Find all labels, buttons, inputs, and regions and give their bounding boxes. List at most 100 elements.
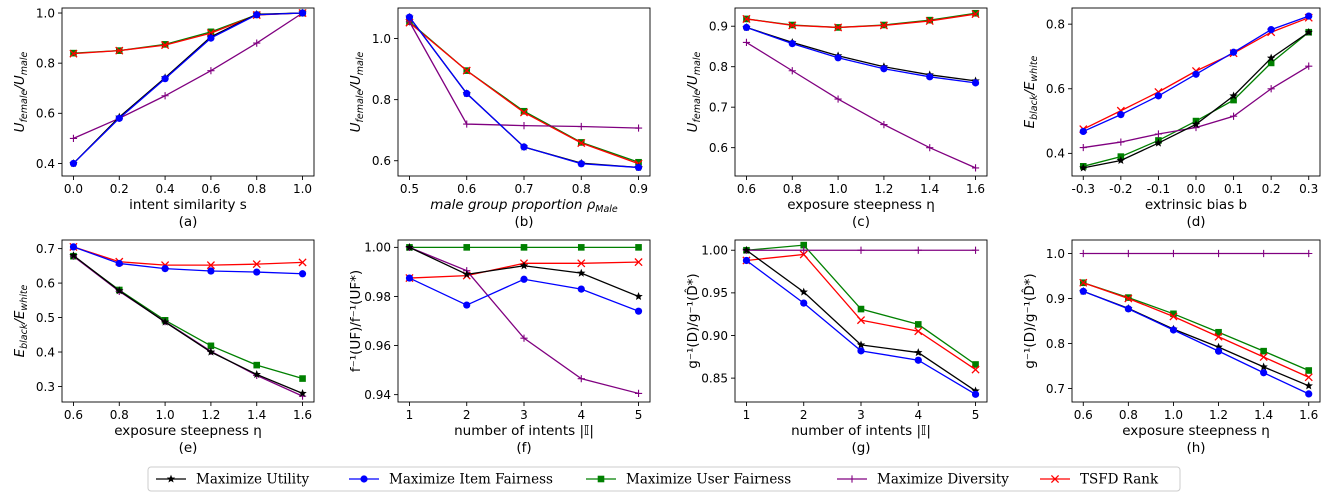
x-axis-label: extrinsic bias b — [1145, 197, 1247, 213]
data-point — [1229, 48, 1238, 56]
data-point — [1304, 27, 1313, 36]
y-tick-label: 0.4 — [36, 345, 55, 359]
data-point — [742, 14, 751, 23]
legend-marker — [1050, 474, 1060, 484]
series-utility — [1079, 286, 1313, 390]
data-point — [161, 92, 169, 100]
series-line — [73, 255, 303, 380]
series-line — [73, 12, 303, 139]
data-point — [1170, 310, 1177, 318]
data-point — [742, 38, 751, 47]
x-tick-label: 2 — [800, 408, 808, 422]
data-point — [1267, 59, 1275, 67]
data-point — [115, 46, 124, 55]
data-point — [926, 73, 934, 81]
data-point — [1124, 249, 1132, 258]
series-diversity — [742, 38, 980, 172]
data-point — [1230, 96, 1237, 104]
data-point — [1124, 305, 1132, 313]
y-tick-label: 0.9 — [1046, 292, 1065, 306]
data-point — [971, 390, 980, 398]
y-tick-label: 0.8 — [36, 56, 55, 70]
data-point — [880, 120, 888, 129]
data-point — [1259, 362, 1268, 371]
data-point — [405, 274, 414, 282]
series-line — [1083, 65, 1310, 149]
data-point — [1304, 373, 1313, 382]
x-tick-label: 0.9 — [629, 182, 648, 196]
data-point — [880, 65, 888, 73]
data-point — [634, 163, 643, 172]
data-point — [1214, 249, 1223, 258]
y-tick-label: 0.6 — [709, 141, 728, 155]
data-point — [463, 120, 471, 128]
data-point — [742, 23, 751, 32]
data-point — [1169, 249, 1178, 258]
data-point — [635, 244, 642, 251]
data-point — [1117, 138, 1125, 146]
y-axis-label: g⁻¹(D)/g⁻¹(D̂*) — [1022, 273, 1038, 368]
data-point — [520, 143, 528, 151]
data-point — [1305, 249, 1313, 258]
legend-entry-user: Maximize User Fairness — [586, 472, 791, 488]
legend-marker — [360, 475, 368, 483]
y-tick-label: 0.8 — [1046, 337, 1065, 351]
data-point — [925, 16, 934, 26]
y-tick-label: 0.94 — [364, 388, 391, 402]
data-point — [1214, 347, 1223, 355]
x-tick-label: 1.4 — [920, 182, 939, 196]
data-point — [462, 269, 471, 278]
data-point — [926, 144, 934, 152]
data-point — [1116, 156, 1126, 165]
subplot-b: 0.5 0.6 0.7 0.8 0.9 0.6 0.8 1.0 male group propo… — [348, 7, 651, 230]
data-point — [299, 375, 306, 382]
series-line — [409, 246, 639, 395]
data-point — [405, 242, 414, 251]
data-point — [856, 316, 866, 325]
x-tick-label: 0.2 — [110, 182, 129, 196]
data-point — [1191, 119, 1201, 128]
data-point — [207, 28, 215, 36]
series-line — [746, 41, 976, 169]
data-point — [462, 66, 471, 75]
x-tick-label: 3 — [520, 408, 528, 422]
data-point — [253, 39, 261, 47]
series-line — [746, 13, 976, 29]
data-point — [634, 124, 643, 132]
series-diversity — [69, 252, 307, 400]
y-tick-label: 0.4 — [36, 157, 55, 171]
data-point — [463, 89, 471, 98]
data-point — [69, 49, 78, 58]
data-point — [971, 246, 980, 254]
y-tick-label: 0.6 — [36, 276, 55, 290]
data-point — [857, 305, 865, 313]
series-diversity — [742, 246, 980, 254]
series-item — [742, 256, 980, 398]
series-tsfd — [69, 242, 307, 270]
x-tick-label: 1.0 — [1164, 408, 1183, 422]
data-point — [1214, 332, 1223, 341]
legend-marker — [848, 475, 856, 483]
data-point — [1304, 381, 1313, 390]
data-point — [577, 160, 585, 168]
data-point — [161, 41, 170, 50]
y-axis-label: Ufemale/Umale — [685, 52, 703, 133]
subplot-caption: (h) — [1186, 440, 1205, 456]
series-line — [409, 21, 639, 163]
x-tick-label: 3 — [857, 408, 865, 422]
data-point — [207, 67, 215, 75]
data-point — [914, 356, 922, 364]
data-point — [520, 244, 528, 251]
data-point — [207, 267, 215, 275]
subplot-c: 0.6 0.8 1.0 1.2 1.4 1.6 0.6 0.7 0.8 0.9 exposure s… — [685, 7, 988, 230]
data-point — [1305, 390, 1313, 398]
legend-label: Maximize User Fairness — [626, 472, 791, 488]
data-point — [742, 245, 751, 254]
x-tick-label: 1.0 — [293, 182, 312, 196]
legend-entry-item: Maximize Item Fairness — [349, 472, 553, 488]
data-point — [405, 13, 414, 21]
x-axis-label: exposure steepness η — [1122, 423, 1270, 439]
legend-frame — [147, 466, 1181, 492]
axes-frame — [61, 239, 315, 403]
